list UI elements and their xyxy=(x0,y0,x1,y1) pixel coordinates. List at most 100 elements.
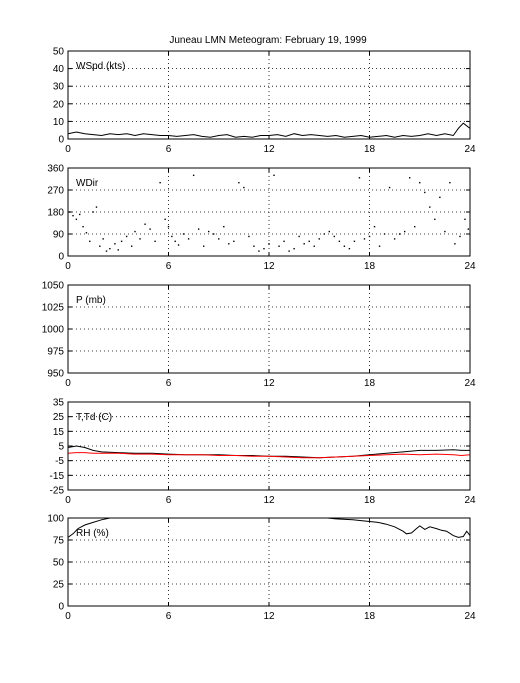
y-tick-label: 0 xyxy=(58,602,64,613)
wdir-point xyxy=(202,245,205,247)
y-tick-label: 1000 xyxy=(42,325,65,336)
y-tick-label: 1050 xyxy=(42,281,65,292)
x-tick-label: 12 xyxy=(263,378,275,389)
wdir-point xyxy=(79,213,81,216)
x-tick-label: 18 xyxy=(364,144,376,155)
wdir-point xyxy=(167,225,170,228)
wdir-point xyxy=(171,235,173,238)
y-tick-label: 40 xyxy=(53,64,65,75)
wdir-point xyxy=(368,235,371,238)
wdir-point xyxy=(117,249,119,251)
x-tick-label: 18 xyxy=(364,378,376,389)
x-tick-label: 18 xyxy=(364,261,376,272)
wdir-point xyxy=(182,233,185,235)
x-tick-label: 12 xyxy=(263,144,275,155)
x-tick-label: 6 xyxy=(166,495,172,506)
wdir-point xyxy=(308,240,310,243)
series-line-0 xyxy=(67,122,471,138)
wdir-point xyxy=(424,191,426,194)
wdir-point xyxy=(125,235,128,238)
wdir-point xyxy=(313,245,315,247)
x-tick-label: 0 xyxy=(65,144,71,155)
wdir-point xyxy=(258,250,260,252)
wdir-point xyxy=(130,245,133,247)
wdir-point xyxy=(144,223,146,225)
x-tick-label: 6 xyxy=(166,378,172,389)
y-tick-label: 50 xyxy=(53,47,65,58)
wdir-point xyxy=(75,218,78,221)
wdir-point xyxy=(293,247,295,250)
wdir-point xyxy=(134,230,136,233)
wdir-point xyxy=(419,181,421,184)
wdir-point xyxy=(459,235,461,238)
series-line-1 xyxy=(67,452,471,459)
wdir-point xyxy=(192,174,195,177)
panel-1: 0 6 12 18 24 0 90 180 270 360 WDir xyxy=(47,164,476,273)
wdir-point xyxy=(343,245,346,247)
wdir-point xyxy=(358,177,361,179)
x-tick-label: 0 xyxy=(65,611,71,622)
wdir-point xyxy=(99,245,101,247)
wdir-point xyxy=(363,238,366,240)
panel-label: T,Td (C) xyxy=(76,412,112,423)
y-tick-label: 950 xyxy=(47,369,64,380)
wdir-point xyxy=(263,247,265,250)
wdir-point xyxy=(223,225,225,228)
wdir-point xyxy=(89,240,91,243)
y-tick-label: -5 xyxy=(55,456,64,467)
wdir-point xyxy=(102,238,104,240)
wdir-point xyxy=(197,228,200,230)
y-tick-label: 15 xyxy=(53,427,65,438)
wdir-point xyxy=(149,228,151,230)
wdir-point xyxy=(409,177,411,179)
y-tick-label: 10 xyxy=(53,117,65,128)
wdir-point xyxy=(303,243,305,245)
y-tick-label: 25 xyxy=(53,412,65,423)
wdir-point xyxy=(218,238,220,240)
wdir-point xyxy=(105,250,108,252)
y-tick-label: 975 xyxy=(47,347,64,358)
wdir-point xyxy=(139,238,141,240)
y-tick-label: 0 xyxy=(58,135,64,146)
wdir-point xyxy=(95,206,98,208)
wdir-point xyxy=(403,230,406,233)
y-tick-label: 25 xyxy=(53,580,65,591)
wdir-point xyxy=(233,240,235,243)
y-tick-label: 35 xyxy=(53,398,65,409)
wdir-point xyxy=(323,233,325,235)
wdir-point xyxy=(444,230,446,233)
wdir-point xyxy=(328,230,330,233)
wdir-point xyxy=(283,240,285,243)
y-tick-label: -15 xyxy=(50,471,65,482)
x-tick-label: 12 xyxy=(263,495,275,506)
x-tick-label: 24 xyxy=(464,261,476,272)
wdir-point xyxy=(187,238,190,240)
y-tick-label: 1025 xyxy=(42,303,65,314)
wdir-point xyxy=(273,174,275,177)
wdir-point xyxy=(120,240,123,243)
wdir-point xyxy=(449,181,451,184)
wdir-point xyxy=(174,240,176,243)
panel-label: RH (%) xyxy=(76,528,109,539)
y-tick-label: 180 xyxy=(47,208,64,219)
panel-2: 0 6 12 18 24 950 975 1000 1025 1050 P (mb) xyxy=(42,281,476,390)
y-tick-label: -25 xyxy=(50,486,65,497)
x-tick-label: 12 xyxy=(263,261,275,272)
wdir-point xyxy=(177,244,180,246)
x-tick-label: 6 xyxy=(166,611,172,622)
y-tick-label: 0 xyxy=(58,252,64,263)
x-tick-label: 24 xyxy=(464,144,476,155)
panel-4: 0 6 12 18 24 0 25 50 75 100 RH (%) xyxy=(47,514,476,623)
x-tick-label: 6 xyxy=(166,261,172,272)
wdir-point xyxy=(414,225,416,228)
wdir-point xyxy=(338,240,341,243)
y-tick-label: 5 xyxy=(58,442,64,453)
wdir-point xyxy=(429,206,431,208)
x-tick-label: 0 xyxy=(65,495,71,506)
x-tick-label: 6 xyxy=(166,144,172,155)
wdir-point xyxy=(439,196,441,199)
x-tick-label: 12 xyxy=(263,611,275,622)
wdir-point xyxy=(464,218,466,221)
wdir-point xyxy=(288,250,290,252)
